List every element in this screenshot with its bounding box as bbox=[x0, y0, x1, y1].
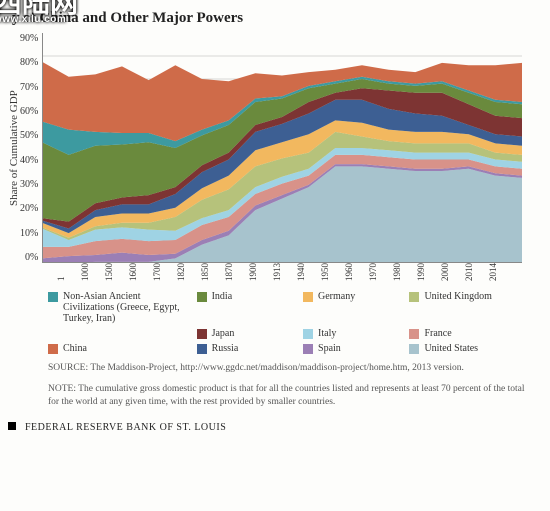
legend-label: United States bbox=[424, 343, 478, 354]
legend-item: Non-Asian Ancient Civilizations (Greece,… bbox=[48, 291, 189, 324]
x-tick-label: 1913 bbox=[272, 263, 296, 281]
x-tick-label: 1000 bbox=[80, 263, 104, 281]
legend-swatch bbox=[197, 329, 207, 339]
y-tick-label: 0% bbox=[20, 252, 38, 263]
y-axis-ticks: 90% 80% 70% 60% 50% 40% 30% 20% 10% 0% bbox=[20, 33, 42, 263]
x-tick-label: 2010 bbox=[464, 263, 488, 281]
y-tick-label: 10% bbox=[20, 228, 38, 239]
legend-swatch bbox=[303, 344, 313, 354]
y-axis-label: Share of Cumulative GDP bbox=[8, 33, 20, 263]
x-axis-ticks: 1100015001600170018201850187019001913194… bbox=[56, 263, 536, 281]
y-tick-label: 80% bbox=[20, 57, 38, 68]
legend-label: Germany bbox=[318, 291, 355, 302]
legend-item: Japan bbox=[197, 328, 295, 339]
legend-swatch bbox=[409, 329, 419, 339]
y-tick-label: 60% bbox=[20, 106, 38, 117]
x-tick-label: 1850 bbox=[200, 263, 224, 281]
x-tick-label: 1940 bbox=[296, 263, 320, 281]
legend-item: Germany bbox=[303, 291, 401, 324]
legend-label: United Kingdom bbox=[424, 291, 492, 302]
x-tick-label: 1820 bbox=[176, 263, 200, 281]
legend-label: France bbox=[424, 328, 451, 339]
x-tick-label: 1900 bbox=[248, 263, 272, 281]
legend-label: Italy bbox=[318, 328, 336, 339]
legend-label: Russia bbox=[212, 343, 239, 354]
legend-item: United States bbox=[409, 343, 536, 354]
x-tick-label: 1990 bbox=[416, 263, 440, 281]
x-tick-label: 1960 bbox=[344, 263, 368, 281]
legend-swatch bbox=[409, 292, 419, 302]
legend-swatch bbox=[197, 344, 207, 354]
legend-swatch bbox=[197, 292, 207, 302]
x-tick-label: 1500 bbox=[104, 263, 128, 281]
y-tick-label: 40% bbox=[20, 155, 38, 166]
legend-item: France bbox=[409, 328, 536, 339]
y-tick-label: 70% bbox=[20, 82, 38, 93]
note-text: NOTE: The cumulative gross domestic prod… bbox=[48, 383, 536, 409]
legend-swatch bbox=[48, 344, 58, 354]
legend: Non-Asian Ancient Civilizations (Greece,… bbox=[48, 291, 536, 354]
footer-square-icon bbox=[8, 422, 16, 430]
legend-item: China bbox=[48, 343, 189, 354]
legend-swatch bbox=[303, 292, 313, 302]
y-tick-label: 50% bbox=[20, 130, 38, 141]
chart-title: y of China and Other Major Powers bbox=[12, 10, 542, 27]
legend-item bbox=[48, 328, 189, 339]
footer-text: FEDERAL RESERVE BANK OF ST. LOUIS bbox=[25, 422, 226, 433]
y-tick-label: 30% bbox=[20, 179, 38, 190]
legend-item: India bbox=[197, 291, 295, 324]
footer: FEDERAL RESERVE BANK OF ST. LOUIS bbox=[8, 422, 542, 433]
y-tick-label: 20% bbox=[20, 203, 38, 214]
legend-label: China bbox=[63, 343, 87, 354]
legend-swatch bbox=[303, 329, 313, 339]
legend-item: Spain bbox=[303, 343, 401, 354]
x-tick-label: 2014 bbox=[488, 263, 512, 281]
chart-container: Share of Cumulative GDP 90% 80% 70% 60% 50% 4… bbox=[8, 33, 542, 263]
legend-swatch bbox=[409, 344, 419, 354]
legend-item: United Kingdom bbox=[409, 291, 536, 324]
legend-label: India bbox=[212, 291, 233, 302]
source-text: SOURCE: The Maddison-Project, http://www… bbox=[48, 362, 536, 375]
legend-swatch bbox=[48, 292, 58, 302]
x-tick-label: 1980 bbox=[392, 263, 416, 281]
y-tick-label: 90% bbox=[20, 33, 38, 44]
legend-label: Non-Asian Ancient Civilizations (Greece,… bbox=[63, 291, 189, 324]
x-tick-label: 1 bbox=[56, 263, 80, 281]
x-tick-label: 2000 bbox=[440, 263, 464, 281]
x-tick-label: 1870 bbox=[224, 263, 248, 281]
x-tick-label: 1600 bbox=[128, 263, 152, 281]
stacked-area-chart bbox=[42, 33, 522, 263]
x-tick-label: 1700 bbox=[152, 263, 176, 281]
legend-label: Spain bbox=[318, 343, 341, 354]
legend-item: Italy bbox=[303, 328, 401, 339]
x-tick-label: 1970 bbox=[368, 263, 392, 281]
legend-item: Russia bbox=[197, 343, 295, 354]
legend-label: Japan bbox=[212, 328, 235, 339]
x-tick-label: 1950 bbox=[320, 263, 344, 281]
